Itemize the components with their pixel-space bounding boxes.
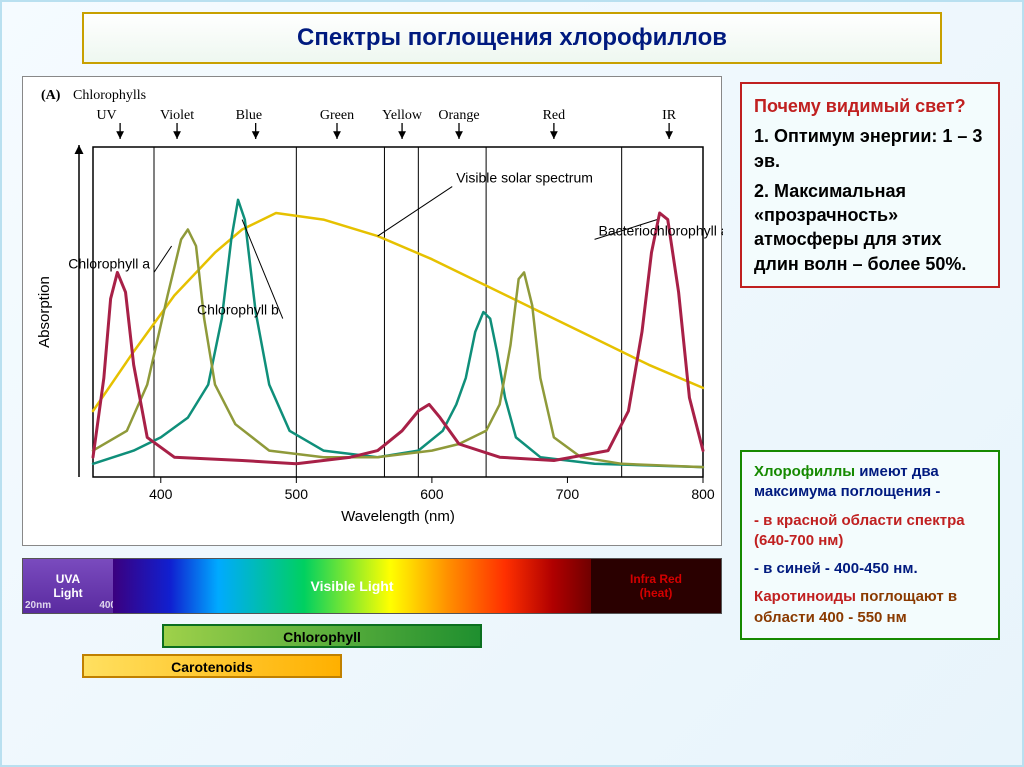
line2: - в красной области спектра (640-700 нм) <box>754 511 986 552</box>
svg-text:Green: Green <box>320 108 354 123</box>
svg-text:Yellow: Yellow <box>382 108 423 123</box>
svg-text:Orange: Orange <box>438 108 479 123</box>
why-visible-box: Почему видимый свет? 1. Оптимум энергии:… <box>740 82 1000 288</box>
svg-text:400: 400 <box>149 486 173 502</box>
svg-text:Red: Red <box>543 108 566 123</box>
maxima-box: Хлорофиллы имеют два максимума поглощени… <box>740 450 1000 640</box>
svg-text:Bacteriochlorophyll a: Bacteriochlorophyll a <box>599 222 723 238</box>
line1: Хлорофиллы имеют два максимума поглощени… <box>754 462 986 503</box>
svg-text:Wavelength (nm): Wavelength (nm) <box>341 508 455 525</box>
line3: - в синей - 400-450 нм. <box>754 559 986 579</box>
svg-text:700: 700 <box>556 486 580 502</box>
point-2: 2. Максимальная «прозрачность» атмосферы… <box>754 179 986 276</box>
carotenoids-bar: Carotenoids <box>82 654 342 678</box>
point-1: 1. Оптимум энергии: 1 – 3 эв. <box>754 124 986 173</box>
page-title: Спектры поглощения хлорофиллов <box>82 12 942 64</box>
strip-visible: Visible Light <box>113 559 591 613</box>
absorption-chart: (A) Chlorophylls UV Violet Blue Green Yellow Or… <box>22 76 722 546</box>
question: Почему видимый свет? <box>754 94 986 118</box>
svg-text:Absorption: Absorption <box>36 276 53 348</box>
svg-text:Chlorophyll b: Chlorophyll b <box>197 302 279 318</box>
svg-text:(A): (A) <box>41 88 61 103</box>
chlorophyll-bar: Chlorophyll <box>162 624 482 648</box>
strip-uva: UVA Light 20nm 400nm <box>23 559 113 613</box>
spectrum-strip: UVA Light 20nm 400nm Visible Light Infra… <box>22 558 722 614</box>
svg-text:Chlorophylls: Chlorophylls <box>73 88 146 103</box>
strip-ir: Infra Red (heat) <box>591 559 721 613</box>
line4: Каротиноиды поглощают в области 400 - 55… <box>754 587 986 628</box>
svg-text:Visible solar spectrum: Visible solar spectrum <box>456 170 593 186</box>
svg-text:500: 500 <box>285 486 309 502</box>
svg-text:800: 800 <box>691 486 715 502</box>
svg-text:IR: IR <box>662 108 677 123</box>
svg-text:Blue: Blue <box>236 108 262 123</box>
svg-text:Violet: Violet <box>160 108 194 123</box>
chart-svg: (A) Chlorophylls UV Violet Blue Green Yellow Or… <box>23 77 723 547</box>
svg-text:UV: UV <box>96 108 116 123</box>
svg-text:600: 600 <box>420 486 444 502</box>
svg-text:Chlorophyll a: Chlorophyll a <box>68 255 150 271</box>
